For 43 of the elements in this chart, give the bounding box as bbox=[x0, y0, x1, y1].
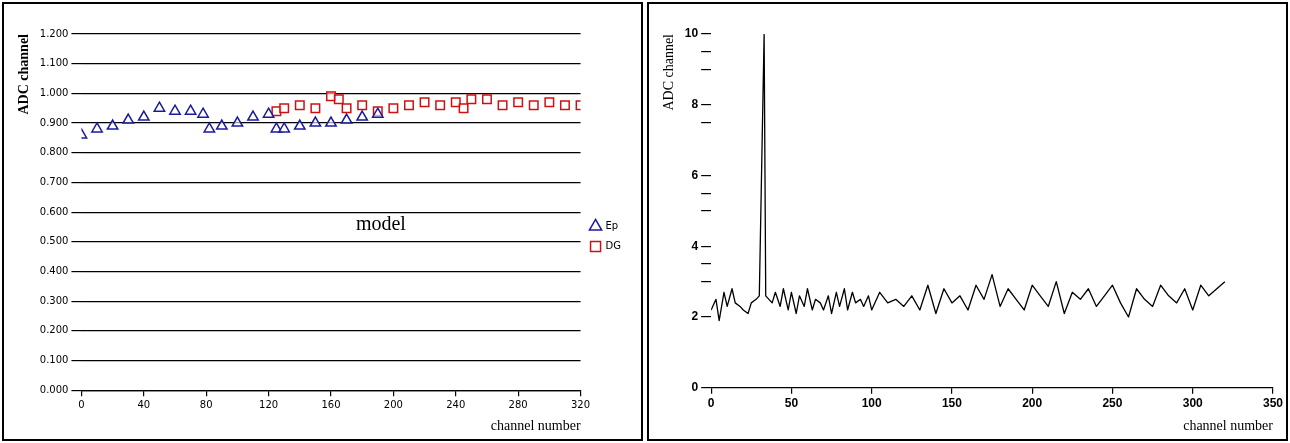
x-tick-label: 150 bbox=[941, 396, 963, 411]
x-tick-label: 240 bbox=[446, 398, 466, 410]
y-tick-label: 0.300 bbox=[39, 294, 69, 306]
x-tick-label: 0 bbox=[707, 396, 715, 411]
x-tick-label: 40 bbox=[137, 398, 151, 410]
x-axis-title: channel number bbox=[490, 418, 581, 434]
x-tick-label: 200 bbox=[383, 398, 403, 410]
y-tick-label: 1.000 bbox=[39, 86, 69, 98]
y-axis-title: ADC channel bbox=[661, 33, 677, 111]
x-tick-label: 0 bbox=[78, 398, 85, 410]
legend-label: Ep bbox=[605, 220, 619, 232]
y-tick-label: 0.100 bbox=[39, 354, 69, 366]
y-tick-label: 0.000 bbox=[39, 383, 69, 395]
x-tick-label: 320 bbox=[571, 398, 591, 410]
x-tick-label: 100 bbox=[861, 396, 883, 411]
y-tick-label: 0.200 bbox=[39, 324, 69, 336]
y-tick-label: 0.700 bbox=[39, 176, 69, 188]
x-tick-label: 80 bbox=[199, 398, 213, 410]
annotation: model bbox=[355, 211, 407, 234]
y-tick-label: 6 bbox=[691, 167, 699, 182]
x-tick-label: 350 bbox=[1262, 396, 1284, 411]
y-tick-label: 0.400 bbox=[39, 265, 69, 277]
x-tick-label: 160 bbox=[321, 398, 341, 410]
y-tick-label: 0 bbox=[691, 380, 699, 395]
y-tick-label: 0.600 bbox=[39, 205, 69, 217]
y-tick-label: 8 bbox=[691, 97, 699, 112]
y-tick-label: 10 bbox=[684, 26, 699, 41]
legend-label: DG bbox=[605, 240, 621, 252]
x-tick-label: 280 bbox=[508, 398, 528, 410]
y-tick-label: 4 bbox=[691, 238, 699, 253]
y-tick-label: 0.800 bbox=[39, 146, 69, 158]
x-tick-label: 200 bbox=[1022, 396, 1043, 411]
y-tick-label: 1.200 bbox=[39, 27, 69, 39]
y-axis-title: ADC channel bbox=[16, 33, 32, 115]
y-tick-label: 0.500 bbox=[39, 235, 69, 247]
x-tick-label: 250 bbox=[1102, 396, 1123, 411]
x-tick-label: 300 bbox=[1182, 396, 1204, 411]
y-tick-label: 2 bbox=[691, 309, 699, 324]
y-tick-label: 0.900 bbox=[39, 116, 69, 128]
y-tick-label: 1.100 bbox=[39, 57, 69, 69]
x-axis-title: channel number bbox=[1183, 418, 1274, 434]
x-tick-label: 50 bbox=[784, 396, 799, 411]
x-tick-label: 120 bbox=[259, 398, 279, 410]
